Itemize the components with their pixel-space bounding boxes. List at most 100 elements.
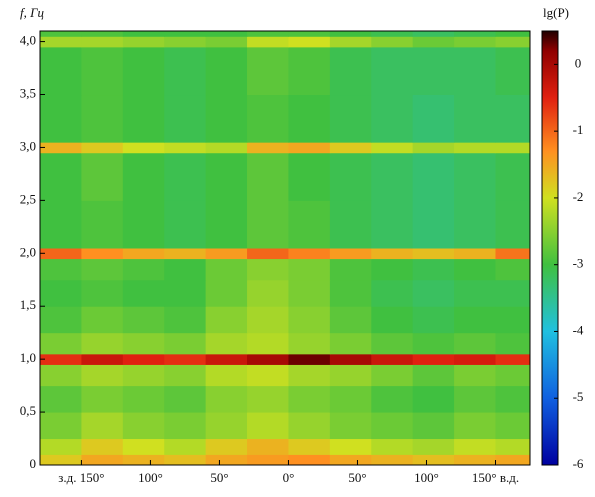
- heat-cell: [412, 46, 455, 96]
- heat-cell: [40, 258, 82, 281]
- heat-cell: [164, 46, 207, 96]
- heat-cell: [247, 364, 289, 387]
- heat-cell: [205, 412, 248, 440]
- colorbar-label: lg(P): [543, 5, 569, 20]
- heat-cell: [122, 306, 165, 334]
- heat-cell: [40, 248, 82, 260]
- heat-cell: [412, 94, 455, 143]
- heat-cell: [412, 438, 455, 455]
- heat-cell: [205, 258, 248, 281]
- heat-cell: [288, 248, 331, 260]
- heat-cell: [495, 248, 531, 260]
- heat-cell: [205, 364, 248, 387]
- heat-cell: [454, 306, 496, 334]
- heat-cell: [247, 46, 289, 96]
- heat-cell: [412, 279, 455, 307]
- heat-cell: [164, 152, 207, 201]
- heat-cell: [205, 438, 248, 455]
- heat-cell: [454, 438, 496, 455]
- heat-cell: [454, 385, 496, 413]
- heat-cell: [329, 46, 372, 96]
- heat-cell: [412, 306, 455, 334]
- x-tick-label: 100°: [138, 470, 163, 485]
- heat-cell: [122, 36, 165, 48]
- heat-cell: [164, 258, 207, 281]
- heat-cell: [205, 94, 248, 143]
- y-tick-label: 2,0: [20, 244, 36, 259]
- heat-cell: [40, 306, 82, 334]
- heat-cell: [495, 258, 531, 281]
- heat-cell: [288, 46, 331, 96]
- heat-cell: [288, 332, 331, 355]
- heat-cell: [247, 306, 289, 334]
- heat-cell: [412, 258, 455, 281]
- heat-cell: [247, 258, 289, 281]
- heat-cell: [81, 248, 124, 260]
- heat-cell: [454, 200, 496, 249]
- heat-cell: [164, 94, 207, 143]
- heat-cell: [40, 332, 82, 355]
- heat-cell: [288, 36, 331, 48]
- heat-cell: [412, 31, 455, 37]
- heat-cell: [40, 353, 82, 365]
- heat-cell: [122, 332, 165, 355]
- heat-cell: [81, 200, 124, 249]
- y-tick-label: 1,0: [20, 350, 36, 365]
- x-tick-label: 0°: [283, 470, 295, 485]
- heat-cell: [164, 412, 207, 440]
- heat-cell: [371, 94, 414, 143]
- heat-cell: [81, 258, 124, 281]
- y-tick-label: 1,5: [20, 297, 36, 312]
- heat-cell: [81, 279, 124, 307]
- colorbar-tick-label: -1: [573, 122, 584, 137]
- y-axis-label: f, Гц: [20, 5, 45, 20]
- heat-cell: [495, 332, 531, 355]
- heat-cell: [288, 364, 331, 387]
- heat-cell: [288, 385, 331, 413]
- heat-cell: [288, 142, 331, 154]
- heat-cell: [329, 94, 372, 143]
- heat-cell: [164, 454, 207, 466]
- heat-cell: [412, 364, 455, 387]
- heat-cell: [40, 142, 82, 154]
- heat-cell: [329, 412, 372, 440]
- heat-cell: [371, 142, 414, 154]
- heat-cell: [412, 412, 455, 440]
- heat-cell: [164, 364, 207, 387]
- heat-cell: [81, 438, 124, 455]
- heat-cell: [371, 306, 414, 334]
- heat-cell: [288, 412, 331, 440]
- heat-cell: [122, 364, 165, 387]
- heat-cell: [454, 279, 496, 307]
- heat-cell: [122, 31, 165, 37]
- heat-cell: [288, 279, 331, 307]
- heat-cell: [454, 152, 496, 201]
- heat-cell: [288, 306, 331, 334]
- heat-cell: [247, 142, 289, 154]
- heat-cell: [40, 412, 82, 440]
- heat-cell: [247, 200, 289, 249]
- x-tick-label: з.д. 150°: [58, 470, 104, 485]
- heat-cell: [40, 385, 82, 413]
- heat-cell: [495, 385, 531, 413]
- heat-cell: [122, 200, 165, 249]
- heat-cell: [81, 364, 124, 387]
- heat-cell: [329, 332, 372, 355]
- heat-cell: [247, 36, 289, 48]
- heat-cell: [164, 31, 207, 37]
- heat-cell: [454, 248, 496, 260]
- heat-cell: [371, 36, 414, 48]
- heat-cell: [81, 412, 124, 440]
- heat-cell: [371, 353, 414, 365]
- heat-cell: [412, 332, 455, 355]
- heat-cell: [205, 306, 248, 334]
- heat-cell: [371, 200, 414, 249]
- heat-cell: [40, 152, 82, 201]
- heat-cell: [164, 332, 207, 355]
- heat-cell: [81, 152, 124, 201]
- heat-cell: [454, 31, 496, 37]
- heat-cell: [412, 142, 455, 154]
- heat-cell: [81, 454, 124, 466]
- heat-cell: [371, 279, 414, 307]
